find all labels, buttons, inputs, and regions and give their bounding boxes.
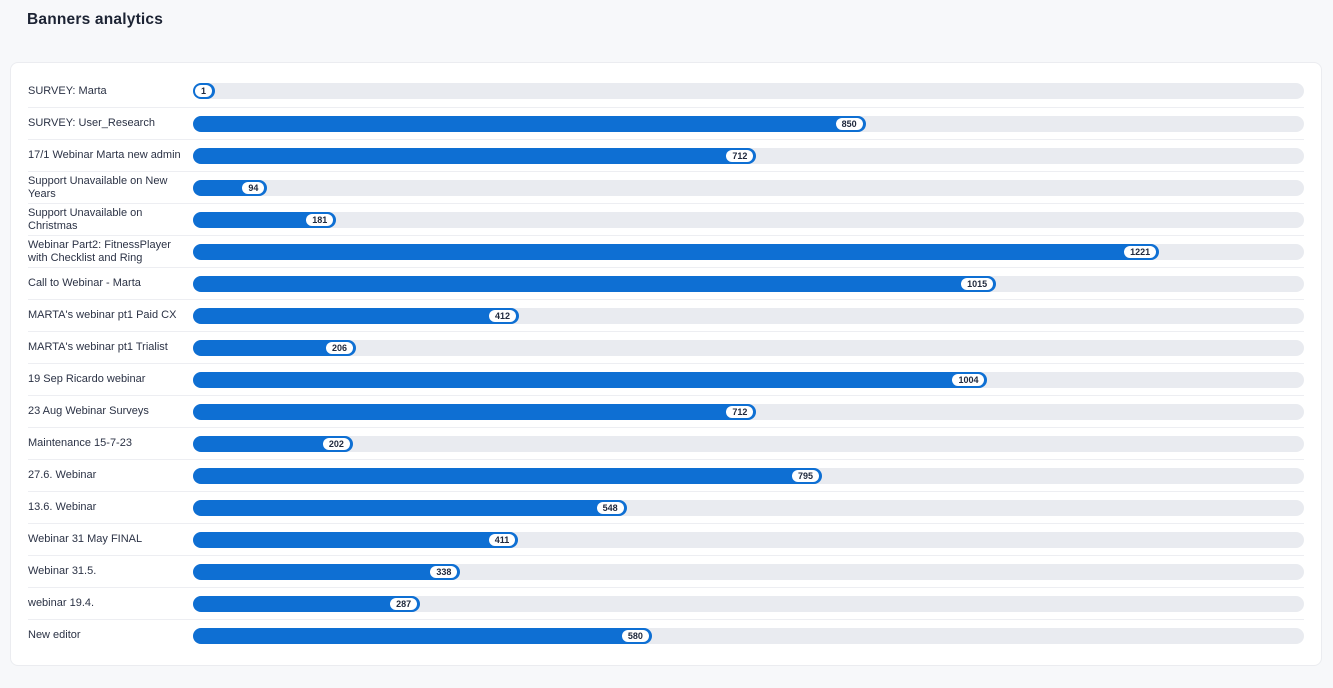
bar-label: 17/1 Webinar Marta new admin — [28, 149, 181, 162]
analytics-card: SURVEY: Marta 1 SURVEY: User_Research 850 17… — [10, 62, 1322, 666]
bar-value-badge: 1221 — [1124, 245, 1157, 258]
bar-value-badge: 580 — [621, 629, 649, 642]
bar-row: 23 Aug Webinar Surveys 712 — [28, 395, 1304, 427]
bar-value-badge: 795 — [792, 469, 820, 482]
bar-track: 1 — [193, 83, 1304, 99]
bar-track: 206 — [193, 339, 1304, 356]
bar-value-badge: 181 — [306, 213, 334, 226]
bar-label: 13.6. Webinar — [28, 501, 97, 514]
bar[interactable]: 94 — [193, 179, 268, 196]
bar-track: 411 — [193, 531, 1304, 548]
bar-value-badge: 548 — [596, 501, 624, 514]
bar-track: 338 — [193, 563, 1304, 580]
bar-value-badge: 1 — [194, 85, 212, 97]
bar-value-badge: 412 — [488, 309, 517, 322]
bar-label: Webinar Part2: FitnessPlayer with Checkl… — [28, 238, 171, 264]
bar-value-badge: 712 — [726, 149, 754, 162]
bar[interactable]: 338 — [193, 563, 461, 580]
bar-value-badge: 94 — [242, 181, 265, 194]
bar-value-badge: 1015 — [961, 277, 994, 290]
bar-track: 548 — [193, 499, 1304, 516]
bar[interactable]: 850 — [193, 115, 866, 132]
page-header: Banners analytics — [0, 0, 1333, 62]
bar-label: MARTA's webinar pt1 Paid CX — [28, 309, 177, 322]
bar-track: 181 — [193, 211, 1304, 228]
bar-track: 712 — [193, 403, 1304, 420]
bar[interactable]: 1015 — [193, 275, 997, 292]
bar-label: Call to Webinar - Marta — [28, 277, 141, 290]
bar-track: 94 — [193, 179, 1304, 196]
bar-track: 850 — [193, 115, 1304, 132]
bar-row: Webinar 31 May FINAL 411 — [28, 523, 1304, 555]
bar-track: 1004 — [193, 371, 1304, 388]
bar[interactable]: 1 — [193, 83, 215, 99]
bar-row: webinar 19.4. 287 — [28, 587, 1304, 619]
bar-track: 1015 — [193, 275, 1304, 292]
bar-row: Webinar Part2: FitnessPlayer with Checkl… — [28, 235, 1304, 267]
bar[interactable]: 202 — [193, 435, 353, 452]
bar-row: 19 Sep Ricardo webinar 1004 — [28, 363, 1304, 395]
bar-row: 27.6. Webinar 795 — [28, 459, 1304, 491]
bar-track: 795 — [193, 467, 1304, 484]
bar-value-badge: 1004 — [952, 373, 985, 386]
bar-row: Support Unavailable on Christmas 181 — [28, 203, 1304, 235]
bar-label: MARTA's webinar pt1 Trialist — [28, 341, 168, 354]
bar[interactable]: 412 — [193, 307, 520, 324]
bar-track: 287 — [193, 595, 1304, 612]
bar-value-badge: 411 — [488, 533, 516, 546]
bar[interactable]: 712 — [193, 403, 757, 420]
bar-label: webinar 19.4. — [28, 597, 95, 610]
bar-label: 23 Aug Webinar Surveys — [28, 405, 149, 418]
bar-row: Support Unavailable on New Years 94 — [28, 171, 1304, 203]
bar-label: 27.6. Webinar — [28, 469, 97, 482]
bar[interactable]: 548 — [193, 499, 627, 516]
bar[interactable]: 181 — [193, 211, 337, 228]
bar[interactable]: 411 — [193, 531, 519, 548]
bar-row: New editor 580 — [28, 619, 1304, 651]
bar-label: New editor — [28, 629, 81, 642]
bar-row: Call to Webinar - Marta 1015 — [28, 267, 1304, 299]
bar[interactable]: 287 — [193, 595, 421, 612]
bar[interactable]: 580 — [193, 627, 652, 644]
page-title: Banners analytics — [27, 11, 164, 28]
bar-track: 1221 — [193, 243, 1304, 260]
bar-track: 712 — [193, 147, 1304, 164]
bar-track: 412 — [193, 307, 1304, 324]
bar-value-badge: 338 — [430, 565, 458, 578]
bar-label: Webinar 31.5. — [28, 565, 97, 578]
bar-row: MARTA's webinar pt1 Paid CX 412 — [28, 299, 1304, 331]
bar-row: MARTA's webinar pt1 Trialist 206 — [28, 331, 1304, 363]
bar-rows: SURVEY: Marta 1 SURVEY: User_Research 850 17… — [28, 75, 1304, 651]
bar[interactable]: 795 — [193, 467, 823, 484]
bar-track: 580 — [193, 627, 1304, 644]
bar[interactable]: 206 — [193, 339, 356, 356]
bar-row: Webinar 31.5. 338 — [28, 555, 1304, 587]
bar-label: SURVEY: Marta — [28, 84, 107, 97]
bar-value-badge: 850 — [835, 117, 863, 130]
bar-value-badge: 202 — [322, 437, 350, 450]
bar-label: Webinar 31 May FINAL — [28, 533, 143, 546]
bar-track: 202 — [193, 435, 1304, 452]
bar-value-badge: 206 — [325, 341, 353, 354]
bar-value-badge: 287 — [390, 597, 418, 610]
bar-row: SURVEY: User_Research 850 — [28, 107, 1304, 139]
bar-value-badge: 712 — [726, 405, 754, 418]
bar-row: Maintenance 15-7-23 202 — [28, 427, 1304, 459]
bar-label: SURVEY: User_Research — [28, 117, 155, 130]
bar-label: Support Unavailable on New Years — [28, 174, 168, 200]
bar-label: Support Unavailable on Christmas — [28, 206, 143, 232]
bar-row: SURVEY: Marta 1 — [28, 75, 1304, 107]
bar-row: 13.6. Webinar 548 — [28, 491, 1304, 523]
bar-row: 17/1 Webinar Marta new admin 712 — [28, 139, 1304, 171]
bar[interactable]: 712 — [193, 147, 757, 164]
bar[interactable]: 1004 — [193, 371, 988, 388]
bar-label: Maintenance 15-7-23 — [28, 437, 132, 450]
bar[interactable]: 1221 — [193, 243, 1160, 260]
bar-label: 19 Sep Ricardo webinar — [28, 373, 146, 386]
